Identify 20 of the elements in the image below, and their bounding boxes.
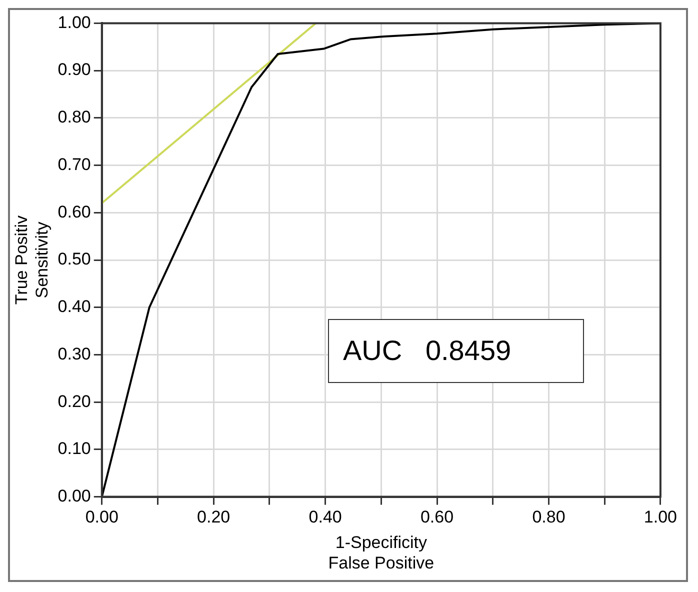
x-tick-label: 0.40 bbox=[308, 508, 342, 527]
y-tick-label: 0.60 bbox=[58, 202, 91, 222]
x-tick-label: 0.20 bbox=[197, 508, 230, 527]
y-tick-label: 0.40 bbox=[58, 297, 91, 316]
x-tick-label: 0.80 bbox=[532, 508, 566, 527]
y-tick-label: 0.10 bbox=[58, 439, 91, 458]
y-tick-label: 0.50 bbox=[58, 250, 91, 269]
x-tick-label: 1.00 bbox=[644, 508, 678, 527]
x-axis-title: 1-Specificity False Positive bbox=[328, 533, 434, 572]
y-tick-label: 0.20 bbox=[58, 392, 91, 411]
x-tick-label: 0.00 bbox=[85, 508, 118, 527]
y-tick-label: 0.70 bbox=[58, 154, 91, 174]
x-tick-label: 0.60 bbox=[420, 508, 454, 527]
annotation: AUC 0.8459 bbox=[328, 319, 584, 383]
y-tick-label: 0.80 bbox=[58, 108, 91, 127]
y-tick-label: 1.00 bbox=[58, 12, 91, 32]
y-axis-title: True Positiv Sensitivity bbox=[12, 214, 52, 305]
y-tick-label: 0.90 bbox=[58, 60, 91, 80]
y-tick-label: 0.30 bbox=[58, 344, 91, 364]
y-tick-label: 0.00 bbox=[58, 486, 91, 506]
